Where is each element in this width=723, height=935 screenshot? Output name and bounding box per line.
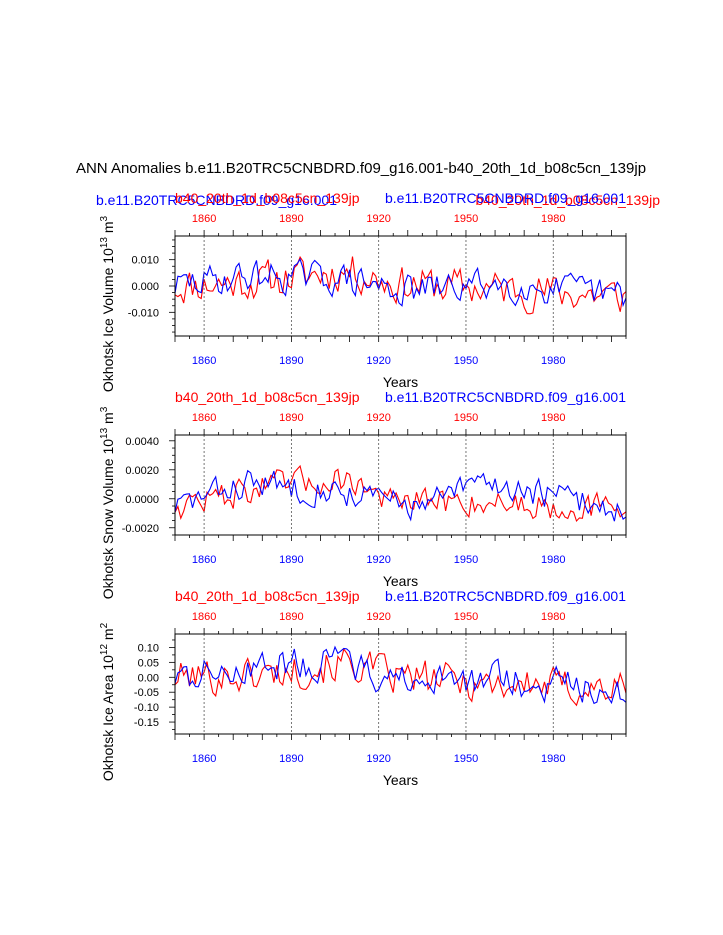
chart-panel-1: 1860 1860 1890 1890 1920 1920 1950 1950 1980 1980… xyxy=(99,190,627,392)
x-tick-label-top: 1860 xyxy=(192,611,216,623)
y-axis-label: Okhotsk Snow Volume 1013 m3 xyxy=(99,406,116,599)
x-tick-label-top: 1860 xyxy=(192,213,216,225)
x-tick-label-bottom: 1920 xyxy=(366,554,390,566)
x-tick-label-bottom: 1860 xyxy=(192,355,216,367)
plot-frame xyxy=(174,633,627,735)
x-tick-label-top: 1920 xyxy=(366,611,390,623)
y-tick-label: 0.0040 xyxy=(125,436,159,448)
x-tick-label-bottom: 1980 xyxy=(541,753,565,765)
x-tick-label-bottom: 1950 xyxy=(454,753,478,765)
y-tick-label: 0.0000 xyxy=(125,494,159,506)
series-line-blue xyxy=(175,645,626,705)
panel-title-left: b40_20th_1d_b08c5cn_139jp xyxy=(175,588,360,604)
page-title: ANN Anomalies b.e11.B20TRC5CNBDRD.f09_g1… xyxy=(76,160,646,177)
y-tick-label: 0.00 xyxy=(138,672,159,684)
y-tick-label: -0.0020 xyxy=(122,523,159,535)
x-tick-label-top: 1950 xyxy=(454,611,478,623)
series-line-red xyxy=(175,255,626,315)
x-tick-label-top: 1860 xyxy=(192,412,216,424)
y-tick-label: 0.05 xyxy=(138,657,159,669)
x-tick-label-top: 1950 xyxy=(454,213,478,225)
x-tick-label-bottom: 1920 xyxy=(366,753,390,765)
x-tick-label-bottom: 1860 xyxy=(192,753,216,765)
x-tick-label-bottom: 1920 xyxy=(366,355,390,367)
x-tick-label-bottom: 1950 xyxy=(454,554,478,566)
x-tick-label-bottom: 1890 xyxy=(279,355,303,367)
x-tick-label-top: 1890 xyxy=(279,213,303,225)
x-tick-label-bottom: 1860 xyxy=(192,554,216,566)
x-tick-label-bottom: 1950 xyxy=(454,355,478,367)
y-tick-label: -0.10 xyxy=(134,702,159,714)
x-tick-label-top: 1890 xyxy=(279,412,303,424)
chart-panel-3: 1860 1860 1890 1890 1920 1920 1950 1950 1980 1980… xyxy=(99,588,627,788)
legend-run-b: b40_20th_1d_b08c5cn_139jp xyxy=(475,192,660,208)
x-tick-label-bottom: 1890 xyxy=(279,554,303,566)
y-tick-label: 0.010 xyxy=(131,255,159,267)
y-tick-label: 0.0020 xyxy=(125,465,159,477)
panel-title-right: b.e11.B20TRC5CNBDRD.f09_g16.001 xyxy=(385,190,626,206)
series-line-blue xyxy=(175,469,626,522)
y-tick-label: -0.05 xyxy=(134,687,159,699)
x-tick-label-top: 1920 xyxy=(366,213,390,225)
x-axis-label: Years xyxy=(383,573,418,589)
series-line-blue xyxy=(175,257,626,308)
x-tick-label-bottom: 1980 xyxy=(541,554,565,566)
y-tick-label: 0.000 xyxy=(131,281,159,293)
x-tick-label-top: 1980 xyxy=(541,412,565,424)
panel-title-left: b40_20th_1d_b08c5cn_139jp xyxy=(175,190,360,206)
y-tick-label: -0.15 xyxy=(134,717,159,729)
series-group xyxy=(175,464,626,523)
y-axis-label: Okhotsk Ice Volume 1013 m3 xyxy=(99,215,116,392)
x-tick-label-top: 1890 xyxy=(279,611,303,623)
x-tick-label-top: 1980 xyxy=(541,213,565,225)
x-tick-label-bottom: 1980 xyxy=(541,355,565,367)
chart-panel-2: 1860 1860 1890 1890 1920 1920 1950 1950 1980 1980… xyxy=(99,389,627,599)
y-tick-label: -0.010 xyxy=(128,307,159,319)
panel-title-right: b.e11.B20TRC5CNBDRD.f09_g16.001 xyxy=(385,588,626,604)
series-line-red xyxy=(175,464,626,523)
x-tick-label-top: 1980 xyxy=(541,611,565,623)
legend-run-a: b.e11.B20TRC5CNBDRD.f09_g16.001 xyxy=(96,192,337,208)
y-tick-label: 0.10 xyxy=(138,642,159,654)
series-group xyxy=(175,645,626,707)
x-axis-label: Years xyxy=(383,772,418,788)
x-tick-label-top: 1950 xyxy=(454,412,478,424)
x-tick-label-top: 1920 xyxy=(366,412,390,424)
plot-frame xyxy=(174,434,627,536)
panel-title-left: b40_20th_1d_b08c5cn_139jp xyxy=(175,389,360,405)
x-tick-label-bottom: 1890 xyxy=(279,753,303,765)
x-axis-label: Years xyxy=(383,374,418,390)
y-axis-label: Okhotsk Ice Area 1012 m2 xyxy=(99,622,116,781)
panel-title-right: b.e11.B20TRC5CNBDRD.f09_g16.001 xyxy=(385,389,626,405)
series-line-red xyxy=(175,647,626,707)
series-group xyxy=(175,255,626,315)
